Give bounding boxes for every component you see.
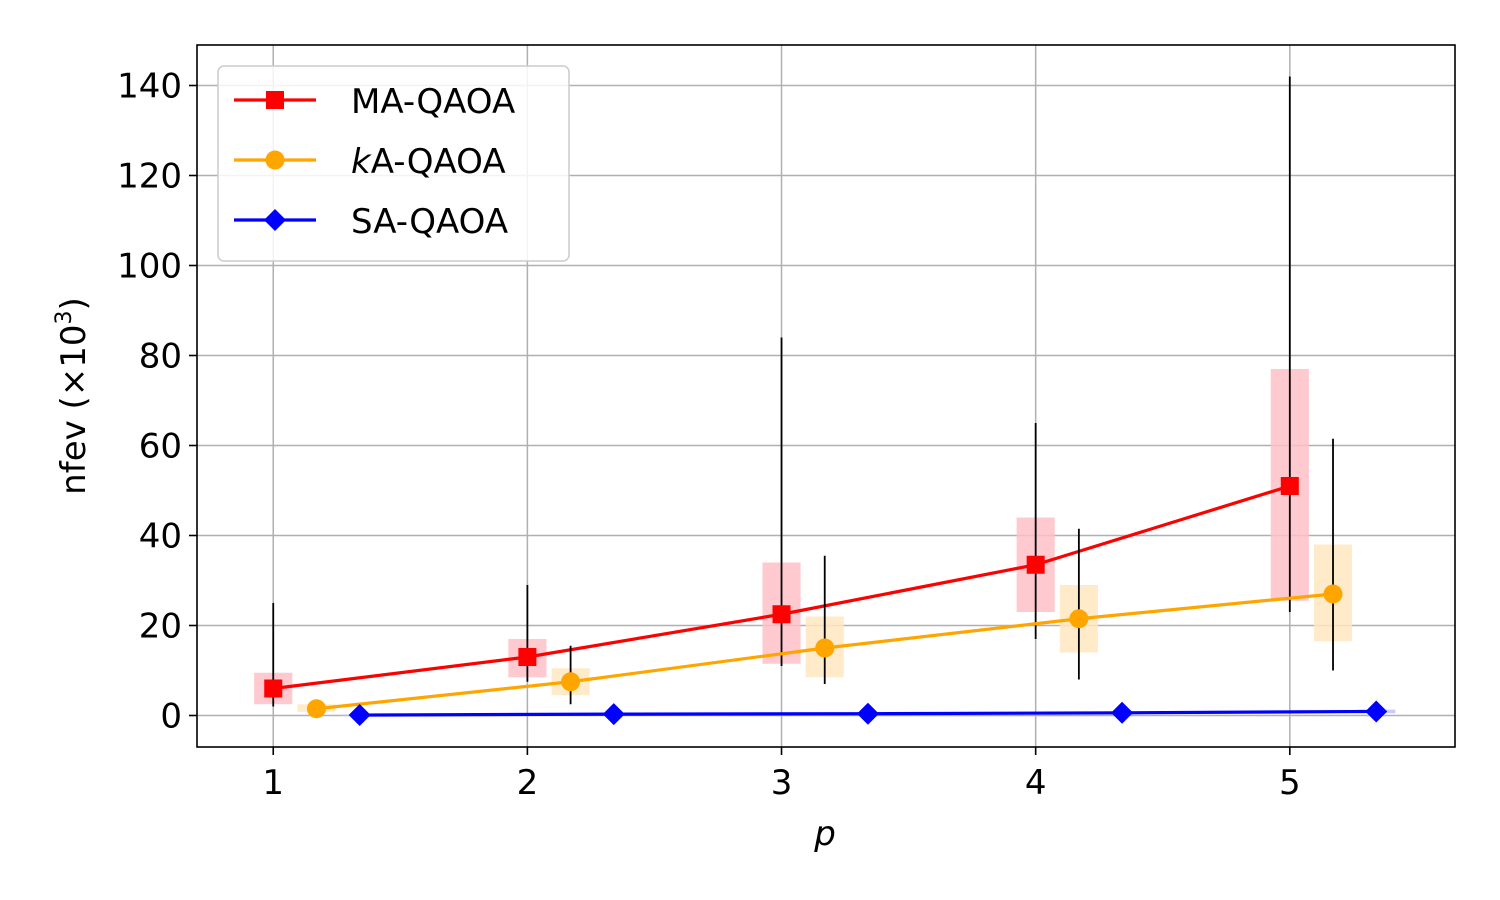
legend-label-ka-qaoa: kA-QAOA [351, 142, 506, 182]
legend-label-ma-qaoa: MA-QAOA [351, 82, 515, 122]
series-ka-qaoa [297, 438, 1353, 719]
sa-qaoa-marker [1365, 700, 1388, 723]
plot-frame [196, 44, 1456, 748]
axis-ticks: 1 2 3 4 5 0 20 40 60 80 100 120 140 [117, 67, 1301, 804]
ma-qaoa-marker [772, 605, 791, 624]
y-tick-label: 60 [139, 427, 182, 467]
legend-label-text: SA-QAOA [351, 202, 508, 242]
ka-qaoa-marker [1323, 584, 1343, 604]
legend: MA-QAOA kA-QAOA SA-QAOA [217, 65, 570, 262]
y-tick-label: 0 [160, 697, 182, 737]
legend-marker-ma-qaoa [266, 91, 284, 109]
ma-qaoa-marker [264, 679, 283, 698]
y-tick-label: 40 [139, 517, 182, 557]
sa-qaoa-marker [856, 702, 879, 725]
x-axis-label: p [813, 814, 836, 854]
ma-qaoa-marker [518, 648, 537, 666]
ka-qaoa-marker [815, 638, 835, 658]
y-tick-label: 100 [117, 247, 182, 287]
ka-qaoa-marker [306, 699, 326, 719]
y-tick-label: 120 [117, 157, 182, 197]
x-tick-label: 3 [771, 763, 793, 803]
y-axis-label-exponent: 3 [52, 310, 77, 324]
legend-label-italic: k [351, 142, 372, 182]
x-tick-label: 2 [517, 763, 539, 803]
y-axis-label: nfev (×103) [52, 297, 94, 495]
legend-label-text: MA-QAOA [351, 82, 515, 122]
legend-marker-ka-qaoa [265, 150, 285, 170]
legend-marker-sa-qaoa [264, 209, 286, 231]
x-tick-label: 1 [262, 763, 284, 803]
ma-qaoa-marker [1026, 555, 1045, 574]
plot-area [254, 76, 1396, 727]
series-sa-qaoa [340, 700, 1396, 727]
ka-qaoa-marker [561, 672, 581, 692]
ma-qaoa-marker [1280, 477, 1299, 495]
sa-qaoa-marker [348, 704, 371, 727]
x-tick-label: 4 [1025, 763, 1047, 803]
y-axis-label-main: nfev (×10 [54, 324, 94, 494]
series-ma-qaoa [254, 76, 1309, 707]
legend-label-sa-qaoa: SA-QAOA [351, 202, 508, 242]
legend-label-text: A-QAOA [371, 142, 506, 182]
x-tick-label: 5 [1279, 763, 1301, 803]
sa-qaoa-marker [1111, 701, 1134, 724]
y-tick-label: 20 [139, 607, 182, 647]
y-axis-label-close: ) [54, 297, 94, 310]
y-tick-label: 140 [117, 67, 182, 107]
ka-qaoa-marker [1069, 609, 1089, 629]
y-tick-label: 80 [139, 337, 182, 377]
legend-frame [217, 65, 570, 262]
sa-qaoa-marker [602, 703, 625, 726]
